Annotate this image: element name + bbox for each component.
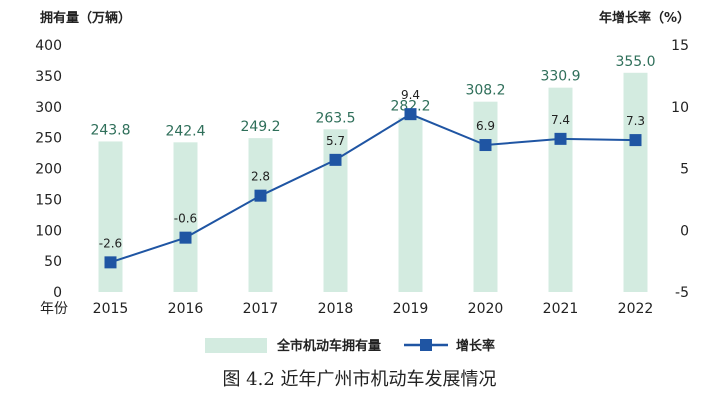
- left-axis-title: 拥有量（万辆）: [40, 10, 131, 26]
- legend-swatch-bar: [205, 338, 267, 353]
- growth-rate-point-2015: [104, 256, 117, 269]
- legend: 全市机动车拥有量 增长率: [205, 338, 495, 354]
- left-axis-tick: 400: [35, 38, 62, 54]
- growth-rate-label: 6.9: [476, 119, 495, 133]
- growth-rate-point-2019: [404, 108, 417, 121]
- left-axis-tick: 200: [35, 162, 62, 178]
- bar-value-label: 308.2: [465, 83, 505, 99]
- x-axis-tick: 2019: [393, 301, 429, 317]
- left-axis-tick: 300: [35, 100, 62, 116]
- growth-rate-label: 7.3: [626, 114, 645, 128]
- x-axis-tick: 2021: [543, 301, 579, 317]
- bar-2022: [623, 72, 648, 292]
- right-axis-tick: 10: [671, 100, 689, 116]
- legend-label-bar: 全市机动车拥有量: [276, 338, 381, 354]
- right-axis-tick: -5: [675, 285, 689, 301]
- bar-2015: [98, 141, 123, 292]
- bar-value-label: 242.4: [165, 123, 205, 139]
- x-axis-tick: 2018: [318, 301, 354, 317]
- bar-2017: [248, 138, 273, 292]
- left-axis-tick: 250: [35, 131, 62, 147]
- bar-value-label: 249.2: [240, 119, 280, 135]
- x-axis-tick: 2015: [93, 301, 129, 317]
- right-axis-tick: 5: [680, 162, 689, 178]
- left-axis-tick: 100: [35, 223, 62, 239]
- bar-value-label: 330.9: [540, 69, 580, 85]
- growth-rate-point-2020: [479, 139, 492, 152]
- growth-rate-point-2017: [254, 189, 267, 202]
- growth-rate-label: 5.7: [326, 134, 345, 148]
- left-axis-tick: 150: [35, 192, 62, 208]
- bar-2016: [173, 142, 198, 292]
- growth-rate-point-2016: [179, 231, 192, 244]
- bar-value-label: 243.8: [90, 122, 130, 138]
- right-axis-title: 年增长率（%）: [599, 10, 690, 26]
- bar-2019: [398, 117, 423, 292]
- bar-value-label: 355.0: [615, 54, 655, 70]
- right-axis-tick: 0: [680, 223, 689, 239]
- x-axis-tick: 2016: [168, 301, 204, 317]
- legend-marker-line: [420, 339, 432, 351]
- growth-rate-point-2022: [629, 134, 642, 147]
- growth-rate-label: 7.4: [551, 113, 570, 127]
- bar-value-label: 263.5: [315, 110, 355, 126]
- left-axis-tick: 0: [53, 285, 62, 301]
- x-axis-tick: 2017: [243, 301, 279, 317]
- growth-rate-label: -0.6: [174, 212, 197, 226]
- growth-rate-label: 2.8: [251, 170, 270, 184]
- bar-value-label: 282.2: [390, 99, 430, 115]
- figure-caption: 图 4.2 近年广州市机动车发展情况: [222, 369, 497, 390]
- growth-rate-point-2021: [554, 132, 567, 145]
- right-axis-tick: 15: [671, 38, 689, 54]
- legend-label-line: 增长率: [456, 338, 495, 354]
- left-axis-tick: 350: [35, 69, 62, 85]
- growth-rate-label: -2.6: [99, 236, 122, 250]
- x-axis-tick: 2022: [618, 301, 654, 317]
- bar-2020: [473, 101, 498, 293]
- left-axis-tick: 50: [44, 254, 62, 270]
- growth-rate-point-2018: [329, 153, 342, 166]
- bar-2021: [548, 87, 573, 292]
- chart: 拥有量（万辆） 年增长率（%） 年份 050100150200250300350…: [35, 10, 690, 354]
- growth-rate-label: 9.4: [401, 88, 420, 102]
- x-axis-title: 年份: [40, 301, 68, 317]
- growth-rate-line: [110, 113, 636, 264]
- x-axis-tick: 2020: [468, 301, 504, 317]
